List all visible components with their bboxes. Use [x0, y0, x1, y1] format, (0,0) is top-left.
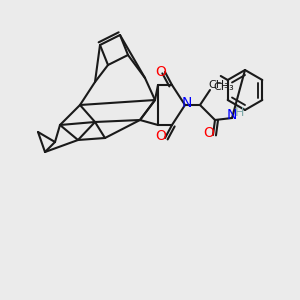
Text: CH₃: CH₃	[213, 82, 234, 92]
Text: O: O	[204, 126, 214, 140]
Text: CH₃: CH₃	[208, 80, 229, 90]
Text: N: N	[182, 96, 192, 110]
Text: N: N	[227, 108, 237, 122]
Text: O: O	[156, 65, 167, 79]
Text: O: O	[156, 129, 167, 143]
Text: H: H	[234, 106, 244, 118]
